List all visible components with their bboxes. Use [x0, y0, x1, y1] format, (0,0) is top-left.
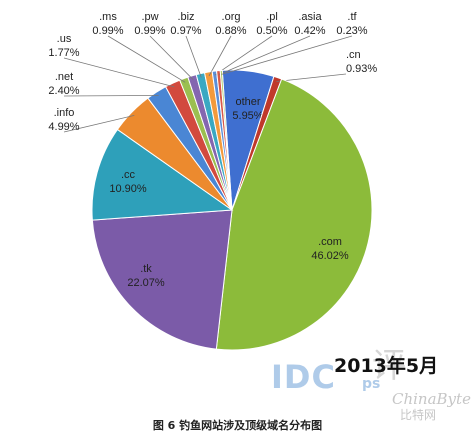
slice-value-com: 46.02% — [311, 250, 349, 262]
pie-slice-tk — [91, 209, 233, 350]
figure-caption: 图 6 钓鱼网站涉及顶级域名分布图 — [152, 419, 323, 432]
slice-label-org: .org — [222, 11, 241, 23]
pie-slice-tf — [219, 69, 233, 211]
leader-line-biz — [185, 35, 202, 78]
slice-value-tf: 0.23% — [336, 25, 367, 37]
leader-line-tf — [221, 35, 353, 75]
watermark-chinabyte-cn: 比特网 — [400, 408, 437, 422]
slice-label-tk: .tk — [140, 263, 152, 275]
logo-mark: 评 — [372, 346, 406, 386]
slice-label-tf: .tf — [347, 11, 357, 23]
idc-logo-ps: ps — [362, 376, 381, 392]
slice-label-cn: .cn — [346, 49, 361, 61]
slice-value-org: 0.88% — [215, 25, 246, 37]
slice-value-cn: 0.93% — [346, 63, 377, 75]
slice-label-net: .net — [55, 71, 73, 83]
leader-line-cn — [276, 73, 347, 82]
leader-line-asia — [218, 35, 311, 75]
slice-value-biz: 0.97% — [170, 25, 201, 37]
slice-value-info: 4.99% — [48, 121, 79, 133]
slice-value-pw: 0.99% — [134, 25, 165, 37]
slice-label-biz: .biz — [177, 11, 194, 23]
slice-value-cc: 10.90% — [109, 183, 147, 195]
leader-line-ms — [107, 35, 186, 83]
leader-line-us — [63, 57, 175, 88]
slice-value-ms: 0.99% — [92, 25, 123, 37]
slice-value-pl: 0.50% — [256, 25, 287, 37]
leader-line-pl — [214, 35, 273, 76]
slice-value-asia: 0.42% — [294, 25, 325, 37]
pie-slice-cc — [91, 128, 234, 221]
pie-slice-com — [215, 78, 373, 351]
slice-label-pl: .pl — [266, 11, 278, 23]
watermark-chinabyte: ChinaByte — [392, 390, 471, 408]
slice-label-asia: .asia — [298, 11, 322, 23]
slice-label-cc: .cc — [121, 169, 136, 181]
leader-line-info — [63, 115, 135, 133]
leader-line-pw — [149, 35, 194, 80]
date-stamp: 2013年5月 — [334, 355, 439, 377]
slice-value-net: 2.40% — [48, 85, 79, 97]
slice-label-com: .com — [318, 236, 342, 248]
slice-label-ms: .ms — [99, 11, 117, 23]
slice-value-us: 1.77% — [48, 47, 79, 59]
slice-label-us: .us — [57, 33, 72, 45]
leader-line-org — [208, 35, 232, 77]
slice-label-pw: .pw — [141, 11, 158, 23]
slice-value-other: 5.95% — [232, 110, 263, 122]
idc-logo: IDC — [271, 358, 336, 396]
slice-value-tk: 22.07% — [127, 277, 165, 289]
slice-label-other: other — [235, 96, 260, 108]
leader-line-net — [63, 95, 159, 97]
slice-label-info: .info — [54, 107, 75, 119]
